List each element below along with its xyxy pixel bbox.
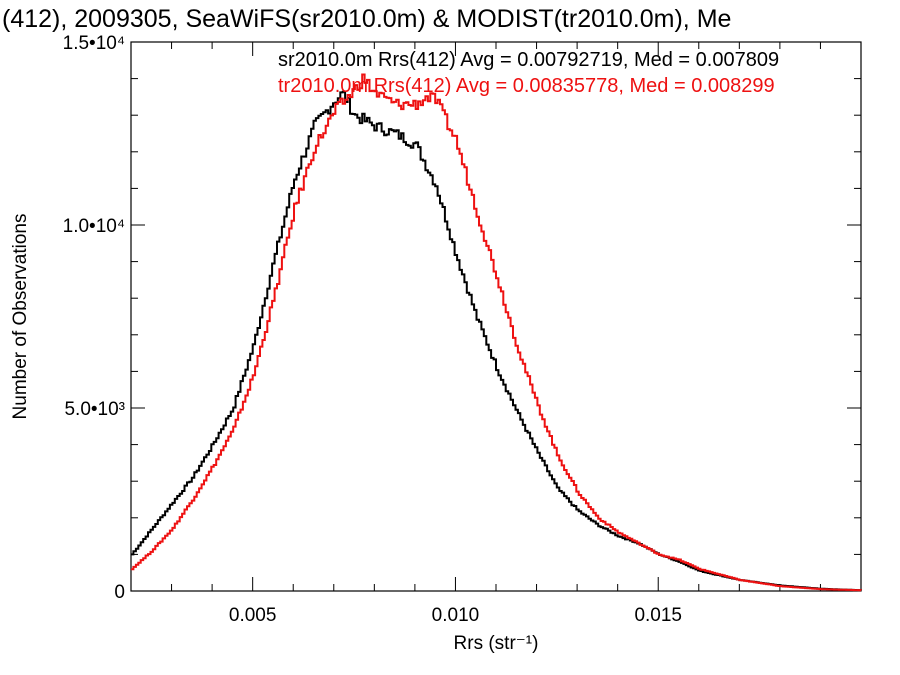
y-tick-label: 1.0•10⁴: [63, 216, 125, 237]
y-tick-label: 5.0•10³: [64, 399, 125, 420]
axis-ticks: 0.005 0.010 0.015 0 5.0•10³ 1.0•10⁴ 1.5•10⁴: [63, 33, 861, 626]
stat-annotation: tr2010.0m Rrs(412) Avg = 0.00835778, Med…: [278, 75, 775, 97]
plot-frame: [130, 41, 862, 592]
x-tick-label: 0.005: [229, 605, 277, 626]
x-tick-label: 0.010: [432, 605, 480, 626]
y-tick-label: 1.5•10⁴: [63, 33, 125, 54]
series-line-sr2010: [131, 90, 862, 592]
stat-annotation: sr2010.0m Rrs(412) Avg = 0.00792719, Med…: [278, 49, 779, 71]
y-axis-label: Number of Observations: [10, 214, 31, 420]
series-layer: [131, 73, 862, 592]
x-tick-label: 0.015: [634, 605, 682, 626]
x-axis-label: Rrs (str⁻¹): [454, 633, 539, 654]
chart-title: (412), 2009305, SeaWiFS(sr2010.0m) & MOD…: [2, 5, 731, 33]
y-tick-label: 0: [114, 582, 125, 603]
stats-annotations: sr2010.0m Rrs(412) Avg = 0.00792719, Med…: [278, 49, 779, 97]
series-line-tr2010: [131, 73, 862, 592]
